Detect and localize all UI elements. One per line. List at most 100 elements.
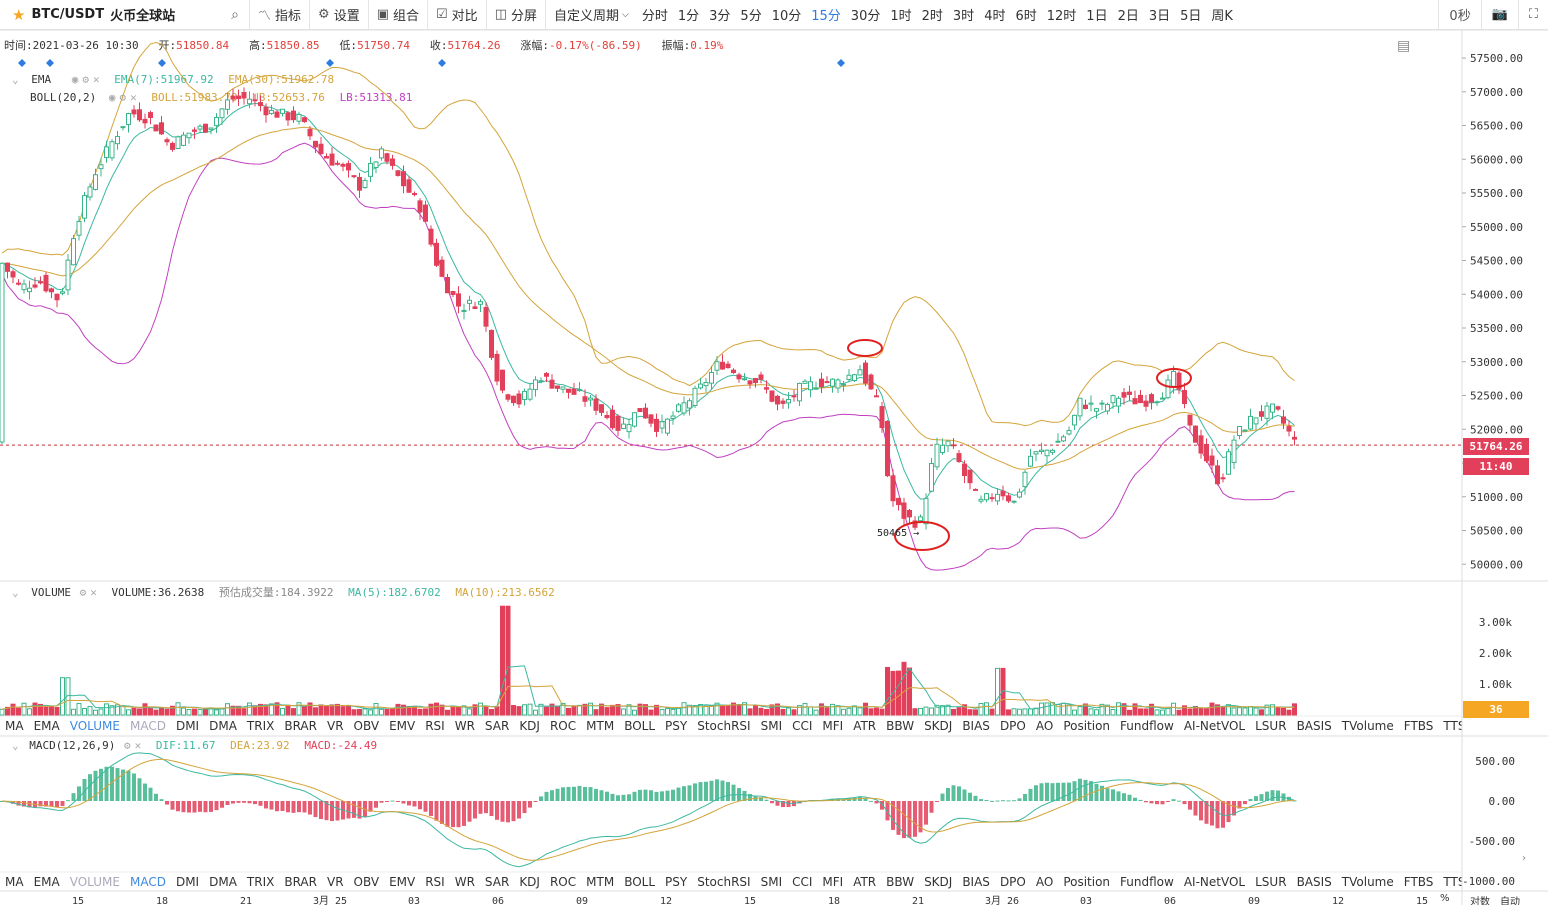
tab-vr[interactable]: VR [326, 719, 344, 733]
tab-ema[interactable]: EMA [33, 875, 60, 889]
period-15[interactable]: 3日 [1148, 9, 1171, 24]
favorite-star-icon[interactable]: ★ [12, 5, 26, 24]
tab-mtm[interactable]: MTM [586, 875, 615, 889]
tab-lsur[interactable]: LSUR [1255, 719, 1287, 733]
period-1[interactable]: 1分 [677, 9, 700, 24]
tab-sar[interactable]: SAR [484, 719, 510, 733]
gear-icon[interactable]: ⚙ [119, 91, 127, 104]
tab-fundflow[interactable]: Fundflow [1120, 719, 1174, 733]
tab-vr[interactable]: VR [326, 875, 344, 889]
tab-macd[interactable]: MACD [129, 719, 166, 733]
tab-position[interactable]: Position [1063, 719, 1111, 733]
tab-psy[interactable]: PSY [665, 875, 688, 889]
tab-cci[interactable]: CCI [792, 719, 813, 733]
chevron-right-icon[interactable]: › [1522, 853, 1526, 864]
percent-toggle[interactable]: % [1440, 893, 1450, 904]
close-icon[interactable]: ✕ [90, 586, 97, 599]
period-6[interactable]: 30分 [850, 9, 881, 24]
tab-mtm[interactable]: MTM [586, 719, 615, 733]
tab-sar[interactable]: SAR [484, 875, 510, 889]
settings-button[interactable]: ⚙ 设置 [310, 0, 369, 30]
tab-basis[interactable]: BASIS [1296, 719, 1332, 733]
tab-atr[interactable]: ATR [853, 719, 877, 733]
tab-trix[interactable]: TRIX [246, 875, 275, 889]
combo-button[interactable]: ▣ 组合 [369, 0, 429, 30]
custom-period-dropdown[interactable]: 自定义周期 ⌵ [554, 9, 629, 24]
period-14[interactable]: 2日 [1117, 9, 1139, 24]
period-7[interactable]: 1时 [890, 9, 912, 24]
tab-kdj[interactable]: KDJ [519, 719, 540, 733]
tab-stochrsi[interactable]: StochRSI [697, 875, 751, 889]
tab-smi[interactable]: SMI [760, 875, 783, 889]
camera-icon[interactable]: 📷 [1480, 0, 1518, 30]
tab-dma[interactable]: DMA [209, 719, 237, 733]
tab-emv[interactable]: EMV [389, 719, 416, 733]
tab-bbw[interactable]: BBW [886, 719, 915, 733]
tab-ttsi[interactable]: TTSI [1443, 719, 1462, 733]
tab-ma[interactable]: MA [5, 875, 24, 889]
tab-emv[interactable]: EMV [389, 875, 416, 889]
tab-ftbs[interactable]: FTBS [1403, 875, 1434, 889]
compare-button[interactable]: ☑ 对比 [428, 0, 487, 30]
symbol-selector[interactable]: ★ BTC/USDT 火币全球站 ⌕ [0, 0, 250, 30]
tab-rsi[interactable]: RSI [425, 719, 445, 733]
tab-skdj[interactable]: SKDJ [924, 719, 953, 733]
tab-roc[interactable]: ROC [549, 719, 577, 733]
collapse-chevron-icon[interactable]: ⌄ [12, 739, 19, 752]
period-2[interactable]: 3分 [709, 9, 731, 24]
tab-atr[interactable]: ATR [853, 875, 877, 889]
tab-wr[interactable]: WR [454, 875, 475, 889]
tab-psy[interactable]: PSY [665, 719, 688, 733]
tab-smi[interactable]: SMI [760, 719, 783, 733]
tab-stochrsi[interactable]: StochRSI [697, 719, 751, 733]
tab-brar[interactable]: BRAR [284, 875, 317, 889]
tab-tvolume[interactable]: TVolume [1341, 719, 1394, 733]
tab-rsi[interactable]: RSI [425, 875, 445, 889]
note-icon[interactable]: ▤ [1397, 38, 1411, 54]
tab-cci[interactable]: CCI [792, 875, 813, 889]
period-0[interactable]: 分时 [641, 9, 668, 24]
close-icon[interactable]: ✕ [130, 91, 137, 104]
tab-ma[interactable]: MA [5, 719, 24, 733]
tab-dmi[interactable]: DMI [175, 719, 200, 733]
close-icon[interactable]: ✕ [134, 739, 142, 752]
tab-mfi[interactable]: MFI [822, 719, 844, 733]
period-13[interactable]: 1日 [1086, 9, 1108, 24]
gear-icon[interactable]: ⚙ [79, 586, 87, 599]
period-10[interactable]: 4时 [984, 9, 1006, 24]
tab-ai-netvol[interactable]: AI-NetVOL [1183, 719, 1246, 733]
eye-icon[interactable]: ◉ [71, 73, 79, 86]
tab-dmi[interactable]: DMI [175, 875, 200, 889]
close-icon[interactable]: ✕ [93, 73, 100, 86]
period-11[interactable]: 6时 [1015, 9, 1037, 24]
tab-bbw[interactable]: BBW [886, 875, 915, 889]
split-screen-button[interactable]: ◫ 分屏 [487, 0, 546, 30]
tab-obv[interactable]: OBV [353, 875, 380, 889]
period-3[interactable]: 5分 [740, 9, 762, 24]
tab-fundflow[interactable]: Fundflow [1120, 875, 1174, 889]
tab-bias[interactable]: BIAS [962, 875, 990, 889]
indicator-button[interactable]: 〽指标 [250, 0, 311, 30]
tab-dpo[interactable]: DPO [999, 875, 1026, 889]
tab-mfi[interactable]: MFI [822, 875, 844, 889]
tab-kdj[interactable]: KDJ [519, 875, 540, 889]
auto-scale-toggle[interactable]: 自动 [1500, 897, 1520, 905]
tab-ai-netvol[interactable]: AI-NetVOL [1183, 875, 1246, 889]
period-16[interactable]: 5日 [1180, 9, 1202, 24]
period-12[interactable]: 12时 [1046, 9, 1077, 24]
tab-boll[interactable]: BOLL [624, 875, 656, 889]
tab-ema[interactable]: EMA [33, 719, 60, 733]
eye-icon[interactable]: ◉ [108, 91, 116, 104]
tab-volume[interactable]: VOLUME [69, 719, 120, 733]
gear-icon[interactable]: ⚙ [123, 739, 131, 752]
period-9[interactable]: 3时 [952, 9, 975, 24]
tab-obv[interactable]: OBV [353, 719, 380, 733]
gear-icon[interactable]: ⚙ [82, 73, 89, 86]
tab-ao[interactable]: AO [1035, 719, 1054, 733]
tab-brar[interactable]: BRAR [284, 719, 317, 733]
tab-macd[interactable]: MACD [129, 875, 166, 889]
tab-bias[interactable]: BIAS [962, 719, 990, 733]
period-4[interactable]: 10分 [771, 9, 802, 24]
tab-position[interactable]: Position [1063, 875, 1111, 889]
